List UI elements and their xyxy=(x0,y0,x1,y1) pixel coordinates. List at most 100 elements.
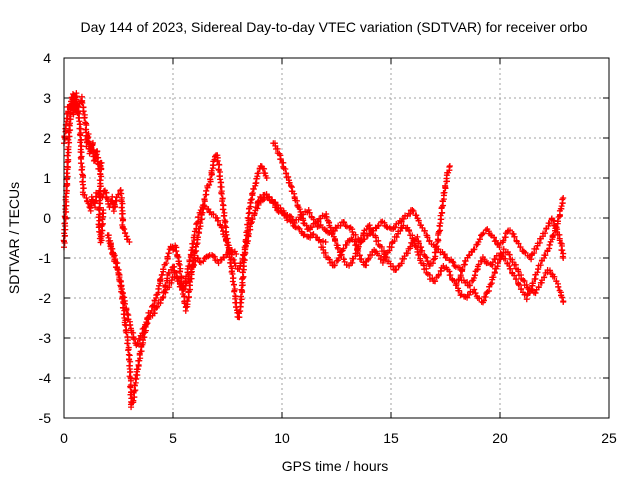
data-point xyxy=(407,243,414,250)
data-point xyxy=(303,222,310,229)
data-point xyxy=(237,293,244,300)
data-point xyxy=(130,397,137,404)
data-point xyxy=(417,257,424,264)
data-point xyxy=(556,237,563,244)
data-point xyxy=(351,238,358,245)
data-point xyxy=(546,220,553,227)
data-point xyxy=(285,173,292,180)
data-point xyxy=(179,284,186,291)
data-point xyxy=(400,215,407,222)
data-point xyxy=(74,107,81,114)
data-point xyxy=(471,275,478,282)
data-point xyxy=(207,176,214,183)
x-tick-label: 25 xyxy=(601,430,617,446)
data-point xyxy=(143,319,150,326)
data-point xyxy=(69,91,76,98)
data-point xyxy=(546,267,553,274)
data-point xyxy=(161,288,168,295)
data-point xyxy=(432,278,439,285)
data-point xyxy=(559,294,566,301)
data-point xyxy=(63,170,70,177)
y-tick-label: -3 xyxy=(39,330,52,346)
data-point xyxy=(200,258,207,265)
x-tick-label: 20 xyxy=(492,430,508,446)
data-point xyxy=(65,136,72,143)
data-point xyxy=(125,347,132,354)
data-point xyxy=(392,224,399,231)
data-point xyxy=(312,219,319,226)
data-point xyxy=(447,271,454,278)
data-point xyxy=(557,240,564,247)
data-point xyxy=(475,261,482,268)
data-point xyxy=(453,280,460,287)
data-point xyxy=(190,240,197,247)
data-point xyxy=(93,151,100,158)
data-point xyxy=(247,199,254,206)
data-point xyxy=(393,266,400,273)
data-point xyxy=(236,266,243,273)
data-point xyxy=(247,220,254,227)
data-point xyxy=(363,226,370,233)
data-point xyxy=(111,201,118,208)
data-point xyxy=(119,225,126,232)
data-point xyxy=(365,255,372,262)
data-point xyxy=(255,170,262,177)
data-point xyxy=(265,194,272,201)
data-point xyxy=(493,237,500,244)
data-point xyxy=(221,254,228,261)
data-point xyxy=(476,295,483,302)
data-point xyxy=(84,134,91,141)
data-point xyxy=(320,246,327,253)
data-point xyxy=(442,182,449,189)
y-axis-label: SDTVAR / TECUs xyxy=(6,182,22,294)
data-point xyxy=(467,282,474,289)
data-point xyxy=(457,273,464,280)
data-point xyxy=(542,230,549,237)
data-point xyxy=(421,227,428,234)
data-point xyxy=(358,255,365,262)
data-point xyxy=(132,375,139,382)
data-point xyxy=(79,178,86,185)
data-point xyxy=(410,208,417,215)
data-point xyxy=(450,259,457,266)
data-point xyxy=(398,260,405,267)
data-point xyxy=(121,300,128,307)
data-point xyxy=(220,206,227,213)
data-point xyxy=(340,245,347,252)
data-point xyxy=(456,287,463,294)
data-point xyxy=(286,179,293,186)
data-point xyxy=(471,246,478,253)
x-axis-label: GPS time / hours xyxy=(282,458,389,474)
data-point xyxy=(61,213,68,220)
data-point xyxy=(414,233,421,240)
data-point xyxy=(126,239,133,245)
data-point xyxy=(555,283,562,290)
data-point xyxy=(220,212,227,219)
data-point xyxy=(208,167,215,174)
data-point xyxy=(81,114,88,121)
data-point xyxy=(415,217,422,224)
x-tick-label: 15 xyxy=(383,430,399,446)
y-tick-label: 3 xyxy=(43,90,51,106)
data-point xyxy=(134,339,141,346)
data-point xyxy=(554,218,561,225)
data-point xyxy=(322,239,329,245)
data-point xyxy=(178,287,185,294)
data-point xyxy=(309,231,316,238)
data-points xyxy=(60,90,567,411)
data-point xyxy=(163,260,170,267)
data-point xyxy=(426,263,433,270)
data-point xyxy=(513,275,520,282)
data-point xyxy=(335,245,342,252)
data-point xyxy=(331,262,338,269)
data-point xyxy=(341,258,348,265)
data-point xyxy=(418,222,425,229)
data-point xyxy=(528,286,535,293)
data-point xyxy=(226,245,233,252)
data-point xyxy=(130,334,137,341)
data-point xyxy=(184,298,191,305)
data-point xyxy=(490,234,497,241)
data-point xyxy=(441,189,448,196)
data-point xyxy=(492,256,499,263)
data-point xyxy=(215,260,222,267)
